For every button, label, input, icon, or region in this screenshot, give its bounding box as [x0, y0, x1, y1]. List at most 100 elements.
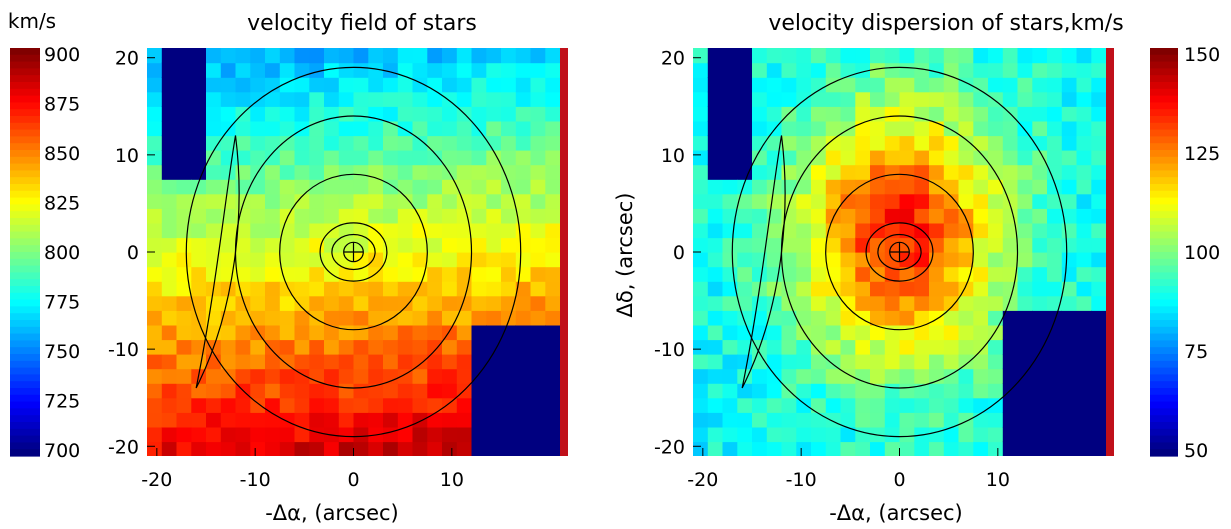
heatmap-cell [530, 48, 546, 64]
heatmap-cell [486, 237, 502, 253]
heatmap-cell [1091, 354, 1106, 370]
heatmap-cell [147, 179, 163, 195]
heatmap-cell [914, 164, 930, 180]
heatmap-cell [1076, 310, 1092, 326]
heatmap-cell [383, 48, 399, 64]
heatmap-cell [870, 281, 886, 297]
heatmap-cell [766, 441, 783, 456]
heatmap-cell [899, 368, 915, 384]
heatmap-cell [501, 368, 517, 384]
heatmap-cell [161, 164, 178, 180]
heatmap-cell [958, 164, 974, 180]
heatmap-cell [515, 324, 532, 341]
heatmap-cell [501, 324, 517, 341]
colorbar-segment [10, 231, 40, 239]
right-edge-strip [560, 48, 568, 456]
heatmap-cell [279, 324, 296, 341]
heatmap-cell [338, 339, 355, 355]
heatmap-cell [752, 62, 768, 78]
heatmap-cell [456, 324, 473, 341]
heatmap-cell [840, 193, 856, 209]
contour-line [877, 233, 922, 271]
heatmap-cell [884, 266, 901, 282]
heatmap-cell [383, 62, 399, 78]
heatmap-cell [338, 266, 355, 282]
heatmap-cell [250, 339, 266, 355]
heatmap-cell [471, 412, 487, 428]
heatmap-cell [161, 62, 178, 78]
heatmap-cell [412, 441, 428, 456]
colorbar-title: km/s [8, 9, 56, 33]
heatmap-cell [545, 135, 560, 151]
heatmap-cell [161, 324, 178, 341]
heatmap-cell [456, 208, 473, 224]
heatmap-cell [958, 62, 974, 78]
colorbar-tick-label: 725 [44, 391, 80, 413]
heatmap-cell [737, 324, 753, 341]
heatmap-cell [456, 397, 473, 413]
heatmap-cell [220, 252, 237, 268]
heatmap-cell [442, 208, 458, 224]
heatmap-cell [501, 120, 517, 137]
heatmap-cell [309, 441, 325, 456]
heatmap-cell [427, 281, 443, 297]
heatmap-cell [884, 281, 901, 297]
heatmap-cell [235, 48, 251, 64]
heatmap-cell [796, 135, 812, 151]
heatmap-cell [840, 77, 856, 93]
heatmap-cell [220, 135, 237, 151]
heatmap-cell [220, 354, 237, 370]
heatmap-cell [973, 179, 989, 195]
heatmap-cell [250, 310, 266, 326]
heatmap-cell [486, 397, 502, 413]
heatmap-cell [427, 77, 443, 93]
heatmap-cell [1017, 208, 1033, 224]
colorbar-segment [10, 88, 40, 97]
heatmap-cell [825, 339, 842, 355]
heatmap-cell [1061, 397, 1078, 413]
heatmap-cell [796, 426, 812, 443]
heatmap-cell [796, 310, 812, 326]
colorbar-segment [10, 150, 40, 158]
heatmap-cell [884, 77, 901, 93]
heatmap-cell [1076, 252, 1092, 268]
heatmap-cell [397, 310, 414, 326]
heatmap-cell [368, 48, 384, 64]
heatmap-cell [914, 295, 930, 311]
heatmap-cell [486, 48, 502, 64]
heatmap-cell [1032, 106, 1048, 122]
colorbar-segment [1150, 197, 1178, 205]
heatmap-cell [870, 310, 886, 326]
heatmap-cell [1032, 383, 1048, 399]
x-tick-label: -10 [786, 469, 817, 491]
heatmap-cell [707, 222, 724, 239]
heatmap-cell [1032, 426, 1048, 443]
heatmap-cell [929, 324, 945, 341]
heatmap-cell [501, 106, 517, 122]
heatmap-cell [988, 441, 1004, 456]
heatmap-cell [486, 62, 502, 78]
heatmap-cell [796, 354, 812, 370]
heatmap-cell [279, 106, 296, 122]
heatmap-cell [545, 150, 560, 166]
heatmap-cell [988, 91, 1004, 107]
heatmap-cell [737, 179, 753, 195]
heatmap-cell [943, 412, 960, 428]
heatmap-cell [1017, 310, 1033, 326]
heatmap-cell [368, 135, 384, 151]
heatmap-cell [693, 310, 709, 326]
heatmap-cell [870, 368, 886, 384]
colorbar-tick-label: 75 [1184, 341, 1208, 363]
heatmap-cell [988, 208, 1004, 224]
heatmap-cell [515, 397, 532, 413]
heatmap-cell [766, 106, 783, 122]
heatmap-cell [161, 397, 178, 413]
heatmap-cell [294, 266, 310, 282]
colorbar-segment [1150, 306, 1178, 314]
colorbar-segment [1150, 129, 1178, 137]
heatmap-cell [988, 324, 1004, 341]
heatmap-cell [1047, 91, 1063, 107]
heatmap-cell [383, 397, 399, 413]
heatmap-cell [324, 295, 340, 311]
heatmap-cell [161, 222, 178, 239]
